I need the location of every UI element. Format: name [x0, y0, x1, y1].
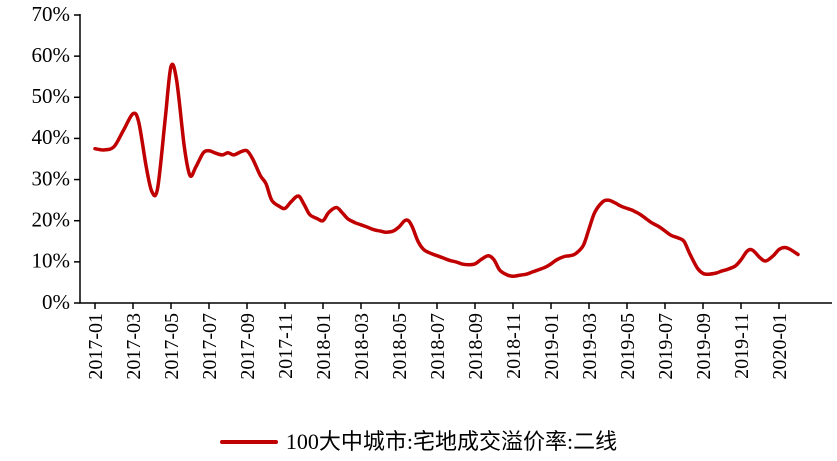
- x-tick-label: 2018-05: [389, 313, 411, 380]
- x-tick-label: 2017-11: [275, 313, 297, 379]
- x-tick-label: 2018-01: [313, 313, 335, 380]
- x-tick-label: 2019-05: [617, 313, 639, 380]
- y-tick-label: 30%: [32, 166, 71, 190]
- y-tick-label: 0%: [42, 290, 70, 314]
- legend: 100大中城市:宅地成交溢价率:二线: [0, 424, 837, 460]
- legend-label: 100大中城市:宅地成交溢价率:二线: [285, 429, 618, 454]
- y-tick-label: 60%: [32, 43, 71, 67]
- x-tick-label: 2017-07: [199, 313, 221, 380]
- x-tick-label: 2018-07: [427, 313, 449, 380]
- x-tick-label: 2018-03: [351, 313, 373, 380]
- series-line: [93, 62, 800, 279]
- x-tick-label: 2019-01: [541, 313, 563, 380]
- chart-canvas: 0%10%20%30%40%50%60%70%2017-01 2017-03 201…: [32, 2, 832, 380]
- x-tick-label: 2020-01: [769, 313, 791, 380]
- x-tick-label: 2019-07: [655, 313, 677, 380]
- legend-line-swatch: [219, 440, 278, 444]
- x-axis-labels: 2017-01 2017-03 2017-05 2017-07 2017-09 2017-…: [85, 303, 791, 380]
- y-axis-labels: 0% 10% 20% 30% 40% 50% 60% 70%: [32, 2, 80, 314]
- x-tick-label: 2017-05: [161, 313, 183, 380]
- y-tick-label: 20%: [32, 208, 71, 232]
- y-tick-label: 70%: [32, 2, 71, 26]
- y-tick-label: 40%: [32, 125, 71, 149]
- x-tick-label: 2019-03: [579, 313, 601, 380]
- y-tick-label: 50%: [32, 84, 71, 108]
- x-tick-label: 2019-11: [731, 313, 753, 379]
- x-tick-label: 2018-09: [465, 313, 487, 380]
- x-tick-label: 2017-09: [237, 313, 259, 380]
- axes: [79, 14, 832, 304]
- x-tick-label: 2019-09: [693, 313, 715, 380]
- x-tick-label: 2018-11: [503, 313, 525, 379]
- x-tick-label: 2017-01: [85, 313, 107, 380]
- y-tick-label: 10%: [32, 249, 71, 273]
- x-tick-label: 2017-03: [123, 313, 145, 380]
